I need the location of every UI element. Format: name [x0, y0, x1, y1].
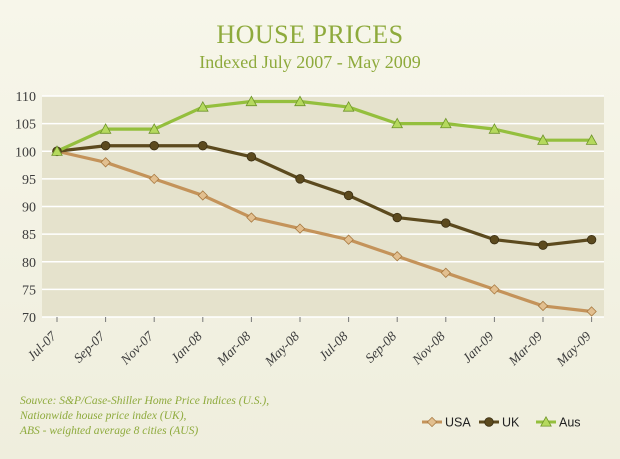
x-tick-label: Mar-09 — [505, 328, 545, 368]
data-point — [342, 101, 355, 112]
data-point — [586, 234, 597, 245]
data-point — [343, 190, 354, 201]
data-point — [392, 251, 403, 262]
series-line-aus — [56, 99, 592, 153]
x-tick-label: Sep-07 — [71, 328, 109, 366]
x-tick-label: May-08 — [261, 328, 302, 369]
x-tick-label: Jul-08 — [316, 328, 351, 363]
data-point — [246, 152, 257, 162]
data-point — [540, 415, 552, 427]
data-point — [441, 218, 451, 228]
y-tick-label: 85 — [22, 228, 36, 243]
y-tick-label: 70 — [22, 311, 36, 326]
data-point — [51, 145, 63, 156]
data-point — [100, 157, 111, 168]
data-point — [148, 123, 161, 134]
x-tick-label: Nov-07 — [117, 328, 157, 368]
y-tick-label: 75 — [22, 283, 36, 298]
data-point — [149, 141, 159, 151]
data-point — [196, 101, 209, 112]
data-point — [294, 223, 306, 234]
y-tick-label: 100 — [15, 145, 36, 160]
source-line: Nationwide house price index (UK), — [20, 410, 187, 422]
data-point — [149, 173, 160, 185]
data-point — [537, 134, 549, 145]
data-point — [426, 416, 438, 428]
x-tick-label: Nov-08 — [409, 328, 449, 368]
x-tick-label: Jul-07 — [24, 328, 60, 364]
data-point — [99, 123, 112, 134]
data-point — [391, 117, 404, 129]
y-tick-label: 110 — [16, 90, 36, 105]
data-point — [197, 190, 208, 201]
y-tick-label: 80 — [22, 256, 36, 271]
data-point — [392, 212, 402, 223]
data-point — [198, 141, 208, 151]
y-tick-label: 95 — [22, 173, 36, 188]
source-line: ABS - weighted average 8 cities (AUS) — [20, 425, 199, 437]
data-point — [100, 141, 111, 151]
data-point — [484, 417, 494, 427]
data-point — [295, 174, 305, 184]
data-point — [245, 95, 258, 107]
chart-subtitle: Indexed July 2007 - May 2009 — [199, 52, 421, 72]
data-point — [585, 134, 598, 145]
data-point — [439, 117, 452, 129]
data-point — [294, 95, 306, 107]
x-tick-label: Jan-08 — [168, 328, 205, 365]
source-line: Souvce: S&P/Case-Shiller Home Price Indi… — [20, 395, 270, 407]
series-line-usa — [56, 149, 592, 314]
y-tick-label: 105 — [15, 118, 36, 133]
x-tick-label: Sep-08 — [362, 328, 399, 365]
data-point — [489, 284, 500, 295]
legend-label: Aus — [559, 416, 581, 430]
series-line-uk — [56, 144, 592, 247]
data-point — [489, 234, 500, 245]
data-point — [537, 300, 549, 312]
x-tick-label: May-09 — [553, 328, 594, 369]
source-note: Souvce: S&P/Case-Shiller Home Price Indi… — [20, 394, 340, 439]
data-point — [343, 234, 354, 245]
data-point — [488, 123, 501, 134]
legend-label: UK — [502, 416, 520, 430]
legend-label: USA — [445, 416, 471, 430]
x-tick-label: Mar-08 — [213, 328, 253, 368]
data-point — [246, 212, 257, 223]
x-tick-label: Jan-09 — [459, 328, 496, 365]
y-tick-label: 90 — [22, 201, 36, 216]
data-point — [586, 306, 597, 317]
data-point — [538, 240, 548, 250]
data-point — [440, 267, 451, 278]
chart-title: HOUSE PRICES — [216, 20, 404, 49]
